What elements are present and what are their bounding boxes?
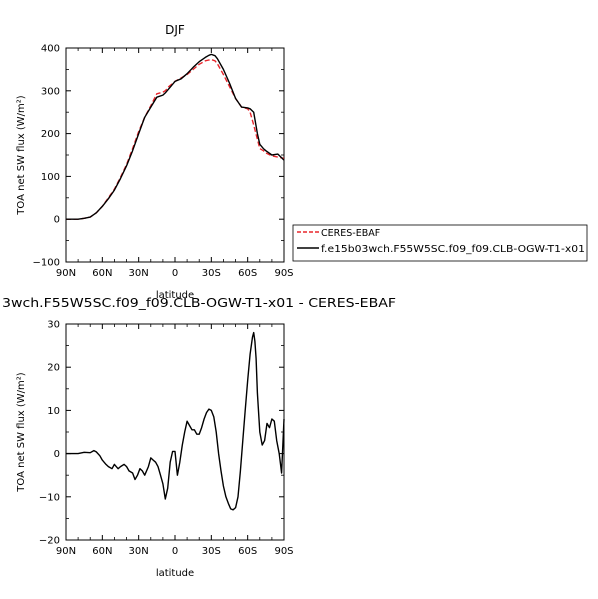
bottom-series-line-0 bbox=[66, 331, 285, 511]
top-panel-title: DJF bbox=[165, 23, 185, 37]
bottom-x-tick-label: 30S bbox=[202, 546, 221, 557]
top-plot-frame bbox=[65, 47, 285, 263]
bottom-x-tick-label: 90S bbox=[274, 546, 293, 557]
top-x-tick-label: 30N bbox=[129, 268, 149, 279]
top-axis-ticks: 90N 60N 30N 0 30S 60S 90S −100 0 100 200 300 400 bbox=[33, 44, 294, 280]
top-y-axis-label: TOA net SW flux (W/m²) bbox=[16, 95, 27, 215]
top-x-tick-label: 90S bbox=[274, 268, 293, 279]
bottom-y-tick-label: 10 bbox=[47, 406, 60, 417]
legend-label-ceres: CERES-EBAF bbox=[321, 228, 380, 239]
top-x-axis-label: latitude bbox=[156, 290, 194, 301]
bottom-y-tick-label: −10 bbox=[39, 492, 60, 503]
top-y-tick-label: 400 bbox=[41, 44, 60, 55]
bottom-panel-title: 3wch.F55W5SC.f09_f09.CLB-OGW-T1-x01 - CE… bbox=[2, 296, 396, 310]
bottom-x-tick-label: 30N bbox=[129, 546, 149, 557]
top-series-lines bbox=[66, 53, 285, 220]
legend: CERES-EBAF f.e15b03wch.F55W5SC.f09_f09.C… bbox=[292, 224, 588, 262]
bottom-y-axis-label: TOA net SW flux (W/m²) bbox=[16, 372, 27, 492]
top-x-tick-label: 60N bbox=[92, 268, 112, 279]
top-y-tick-label: 0 bbox=[54, 215, 60, 226]
bottom-x-tick-label: 90N bbox=[56, 546, 76, 557]
top-series-line-1 bbox=[66, 53, 285, 220]
bottom-series-lines bbox=[66, 331, 285, 511]
bottom-x-axis-label: latitude bbox=[156, 568, 194, 579]
top-x-tick-label: 60S bbox=[238, 268, 257, 279]
bottom-y-tick-label: 20 bbox=[47, 363, 60, 374]
top-y-tick-label: 300 bbox=[41, 86, 60, 97]
legend-label-model: f.e15b03wch.F55W5SC.f09_f09.CLB-OGW-T1-x… bbox=[321, 244, 585, 255]
bottom-plot-frame bbox=[65, 323, 285, 541]
bottom-axis-ticks: 90N 60N 30N 0 30S 60S 90S −20 −10 0 10 20 30 bbox=[39, 320, 294, 558]
bottom-x-tick-label: 60N bbox=[92, 546, 112, 557]
top-x-tick-label: 90N bbox=[56, 268, 76, 279]
bottom-y-tick-label: −20 bbox=[39, 536, 60, 547]
top-x-tick-label: 30S bbox=[202, 268, 221, 279]
bottom-x-tick-label: 0 bbox=[172, 546, 178, 557]
top-y-tick-label: 100 bbox=[41, 172, 60, 183]
top-y-tick-label: 200 bbox=[41, 129, 60, 140]
bottom-y-tick-label: 30 bbox=[47, 320, 60, 331]
top-y-tick-label: −100 bbox=[33, 258, 60, 269]
top-panel: DJF 90N 60N 30N 0 30S 60S 90S −100 0 100 200 300 400… bbox=[16, 23, 294, 301]
legend-box bbox=[292, 224, 588, 262]
bottom-x-tick-label: 60S bbox=[238, 546, 257, 557]
bottom-y-tick-label: 0 bbox=[54, 449, 60, 460]
bottom-panel: 3wch.F55W5SC.f09_f09.CLB-OGW-T1-x01 - CE… bbox=[2, 296, 396, 579]
top-x-tick-label: 0 bbox=[172, 268, 178, 279]
top-series-line-0 bbox=[66, 58, 285, 220]
